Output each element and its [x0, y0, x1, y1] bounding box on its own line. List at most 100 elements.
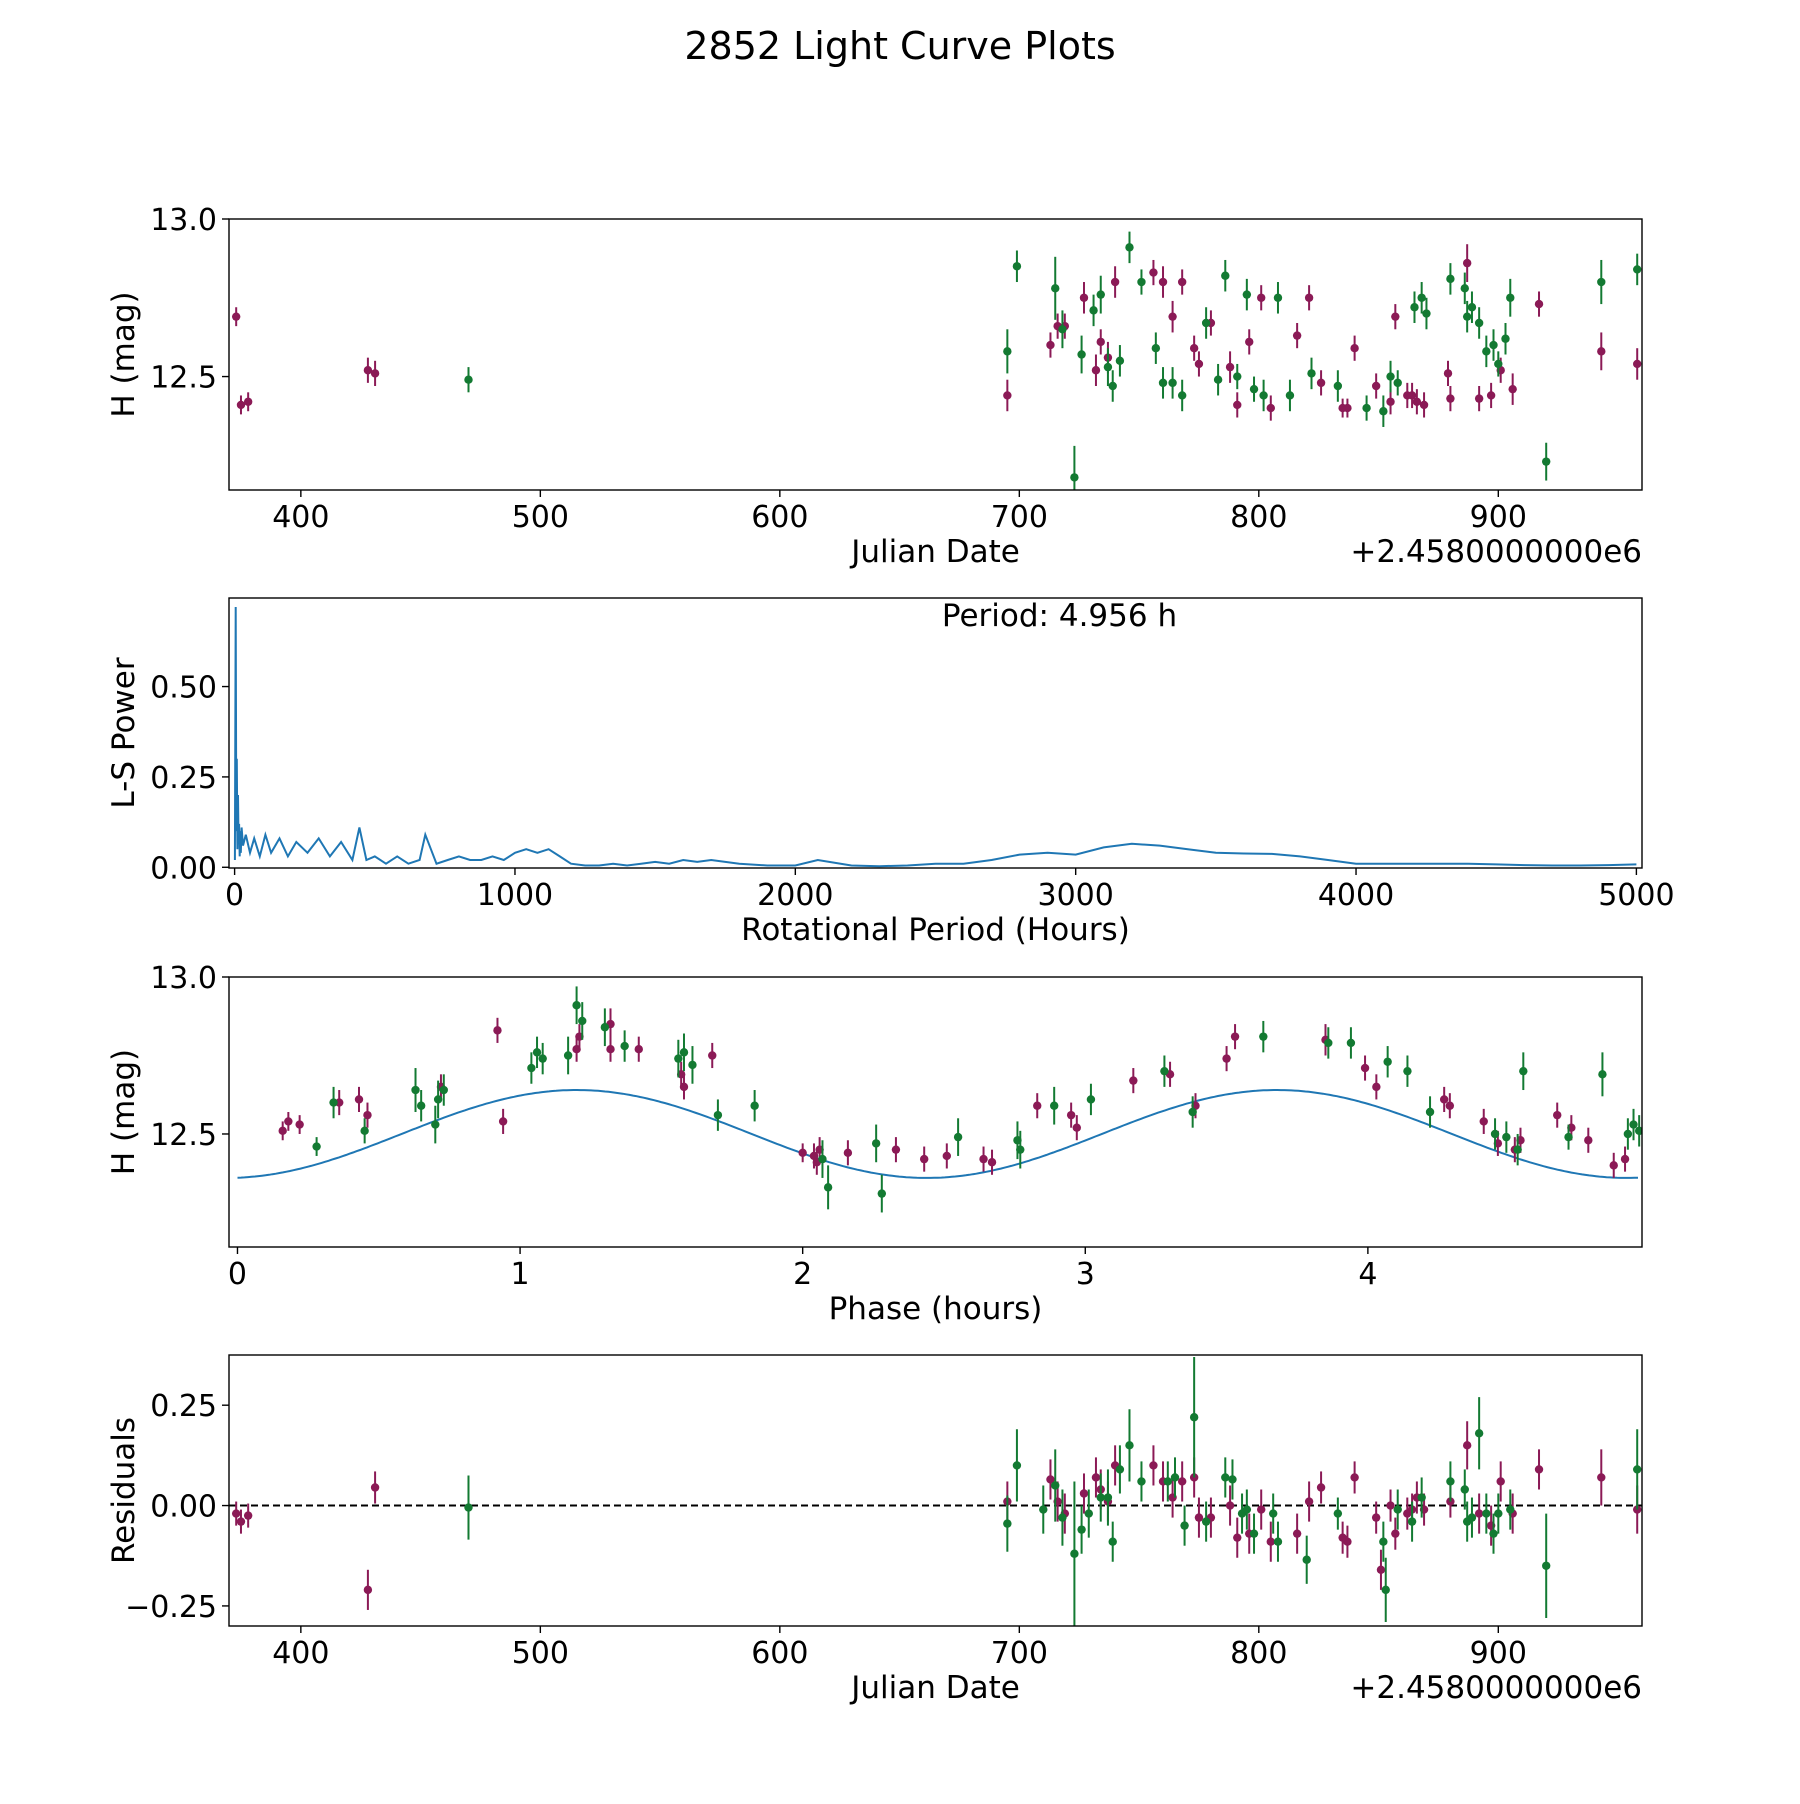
- plot-area-periodogram: [233, 606, 1637, 868]
- data-marker: [1242, 1505, 1252, 1514]
- axes-frame: [228, 976, 1643, 1248]
- data-point-g: [1542, 1513, 1551, 1618]
- data-marker: [1460, 284, 1469, 293]
- data-point-r: [1446, 386, 1455, 412]
- data-point-r: [231, 307, 241, 327]
- data-point-g: [1259, 379, 1268, 412]
- data-marker: [464, 1503, 473, 1512]
- data-marker: [1242, 290, 1252, 299]
- data-marker: [1096, 337, 1105, 347]
- data-point-r: [1091, 354, 1101, 387]
- data-point-g: [1103, 348, 1113, 387]
- data-point-g: [1189, 1357, 1199, 1478]
- data-marker: [1125, 243, 1134, 252]
- data-marker: [1633, 265, 1642, 274]
- data-marker: [1108, 381, 1117, 391]
- data-point-r: [1225, 1485, 1235, 1526]
- data-point-r: [1479, 1108, 1488, 1134]
- data-point-g: [1489, 1513, 1498, 1554]
- data-marker: [1115, 1465, 1125, 1474]
- data-point-r: [1096, 329, 1105, 355]
- data-point-r: [1066, 1102, 1076, 1128]
- data-point-r: [1046, 1459, 1055, 1500]
- x-axis-label: Julian Date: [849, 534, 1020, 570]
- data-marker: [1129, 1076, 1138, 1085]
- data-marker: [1304, 293, 1314, 302]
- data-marker: [493, 1026, 502, 1035]
- data-point-r: [1412, 389, 1422, 415]
- data-point-r: [606, 1036, 615, 1062]
- data-point-r: [243, 392, 253, 412]
- data-marker: [1462, 1441, 1472, 1450]
- data-marker: [1189, 1413, 1199, 1422]
- data-marker: [1371, 381, 1381, 391]
- data-marker: [498, 1117, 508, 1126]
- data-point-r: [1584, 1127, 1593, 1153]
- data-point-r: [1292, 322, 1302, 349]
- data-marker: [1446, 394, 1455, 403]
- data-point-r: [1371, 1501, 1381, 1534]
- data-point-g: [1016, 1130, 1025, 1169]
- data-marker: [1188, 1107, 1197, 1117]
- data-marker: [1623, 1129, 1633, 1139]
- data-marker: [1170, 1473, 1180, 1482]
- x-tick-label: 900: [1470, 500, 1527, 535]
- data-point-g: [1039, 1485, 1048, 1534]
- data-marker: [1003, 1519, 1012, 1528]
- data-marker: [1158, 378, 1168, 388]
- data-point-r: [1620, 1146, 1630, 1172]
- data-marker: [1391, 1529, 1400, 1538]
- data-point-r: [708, 1042, 717, 1069]
- data-marker: [1115, 356, 1125, 366]
- data-point-r: [1609, 1152, 1618, 1178]
- data-point-r: [1316, 370, 1326, 396]
- data-point-g: [1285, 379, 1295, 412]
- data-point-g: [620, 1030, 629, 1062]
- data-point-g: [1237, 1493, 1247, 1534]
- data-point-g: [1302, 1535, 1311, 1584]
- data-point-r: [1189, 335, 1199, 361]
- data-marker: [1233, 372, 1242, 381]
- data-point-r: [1230, 1024, 1240, 1050]
- data-point-r: [1350, 1461, 1359, 1494]
- data-marker: [1417, 1493, 1426, 1502]
- x-tick-label: 400: [272, 1636, 329, 1671]
- data-marker: [363, 1110, 372, 1120]
- data-marker: [1629, 1120, 1638, 1129]
- data-point-g: [1084, 1489, 1093, 1538]
- data-point-g: [1393, 1489, 1402, 1530]
- data-point-g: [1542, 442, 1551, 481]
- data-marker: [1445, 1101, 1455, 1110]
- data-marker: [1494, 359, 1503, 369]
- data-marker: [1079, 293, 1089, 302]
- x-tick-label: 700: [991, 1636, 1048, 1671]
- y-axis-label: Residuals: [106, 1417, 142, 1564]
- data-point-r: [1110, 1445, 1120, 1486]
- data-marker: [1221, 271, 1230, 280]
- data-marker: [1534, 299, 1544, 309]
- data-point-g: [527, 1052, 536, 1084]
- data-point-g: [1049, 1086, 1059, 1125]
- data-marker: [1379, 407, 1388, 416]
- data-point-r: [370, 1471, 380, 1504]
- data-marker: [1096, 290, 1105, 299]
- data-point-r: [1534, 1449, 1544, 1490]
- data-point-r: [1486, 382, 1496, 409]
- data-marker: [1292, 331, 1302, 340]
- data-point-r: [1371, 373, 1381, 399]
- data-point-g: [360, 1118, 369, 1144]
- data-marker: [1360, 1063, 1370, 1073]
- data-point-r: [1350, 335, 1359, 361]
- data-point-g: [1070, 1481, 1079, 1626]
- data-marker: [1474, 1509, 1484, 1518]
- data-point-g: [1125, 1409, 1134, 1482]
- data-marker: [1316, 378, 1326, 388]
- data-marker: [1489, 1529, 1498, 1538]
- data-point-g: [1003, 329, 1012, 374]
- data-marker: [1103, 1493, 1113, 1502]
- x-tick-label: 0: [225, 878, 244, 913]
- data-marker: [1285, 391, 1295, 400]
- data-marker: [1620, 1154, 1630, 1164]
- data-point-r: [1225, 351, 1235, 383]
- data-marker: [1383, 1057, 1392, 1066]
